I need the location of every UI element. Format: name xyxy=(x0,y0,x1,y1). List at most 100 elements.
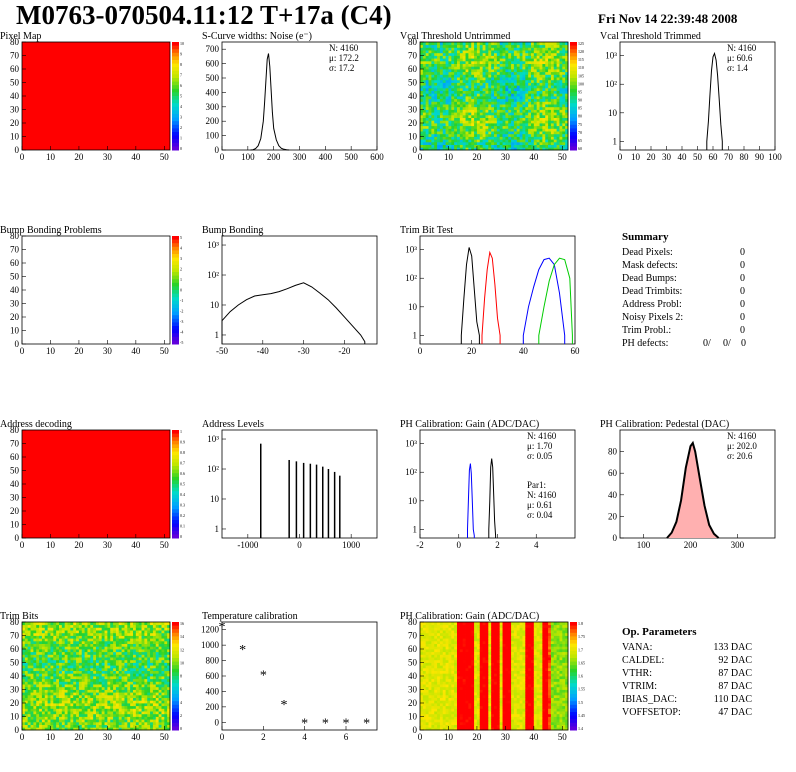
heatmap-cell xyxy=(434,66,438,70)
heatmap-cell xyxy=(431,117,435,121)
heatmap-cell xyxy=(496,141,501,145)
heatmap-cell xyxy=(465,120,469,124)
heatmap-cell xyxy=(496,63,501,67)
heatmap-cell xyxy=(90,692,94,696)
heatmap-cell xyxy=(519,106,523,110)
heatmap-cell xyxy=(87,721,91,725)
heatmap-cell xyxy=(496,74,501,78)
heatmap-cell xyxy=(445,90,449,94)
heatmap-cell xyxy=(528,98,532,102)
heatmap-cell xyxy=(502,131,506,135)
heatmap-cell xyxy=(434,640,438,644)
heatmap-cell xyxy=(420,665,424,669)
heatmap-cell xyxy=(479,58,484,62)
heatmap-cell xyxy=(465,82,469,86)
heatmap-cell xyxy=(542,139,546,143)
heatmap-cell xyxy=(144,640,148,644)
y-tick-label: 800 xyxy=(206,656,220,666)
heatmap-cell xyxy=(41,657,46,661)
heatmap-cell xyxy=(47,673,51,677)
heatmap-cell xyxy=(491,82,495,86)
heatmap-cell xyxy=(61,667,66,671)
heatmap-cell xyxy=(448,58,452,62)
heatmap-cell xyxy=(565,139,569,143)
heatmap-cell xyxy=(462,74,466,78)
heatmap-cell xyxy=(525,52,529,56)
heatmap-cell xyxy=(152,635,157,639)
heatmap-cell xyxy=(158,703,162,707)
x-tick-label: 20 xyxy=(74,540,84,550)
heatmap-cell xyxy=(150,654,154,658)
heatmap-cell xyxy=(485,114,489,118)
heatmap-cell xyxy=(115,705,120,709)
heatmap-cell xyxy=(505,90,509,94)
chart-title: Temperature calibration xyxy=(202,611,298,622)
heatmap-cell xyxy=(431,96,435,100)
heatmap-cell xyxy=(491,71,495,75)
y-tick-label: 0 xyxy=(15,339,20,349)
heatmap-cell xyxy=(488,106,492,110)
heatmap-cell xyxy=(508,123,512,127)
heatmap-cell xyxy=(96,700,100,704)
heatmap-cell xyxy=(420,643,424,647)
heatmap-cell xyxy=(422,93,427,97)
heatmap-cell xyxy=(425,136,429,140)
heatmap-cell xyxy=(127,673,131,677)
heatmap-cell xyxy=(104,686,108,690)
heatmap-cell xyxy=(30,681,34,685)
heatmap-cell xyxy=(565,141,569,145)
colorbar-cell xyxy=(172,293,179,298)
heatmap-cell xyxy=(81,711,86,715)
heatmap-cell xyxy=(422,711,427,715)
heatmap-cell xyxy=(422,681,427,685)
heatmap-cell xyxy=(502,82,506,86)
heatmap-cell xyxy=(556,77,560,81)
colorbar-tick: 125 xyxy=(578,41,584,46)
heatmap-cell xyxy=(559,123,563,127)
x-tick-label: 40 xyxy=(131,540,141,550)
heatmap-cell xyxy=(422,144,427,148)
heatmap-cell xyxy=(39,676,43,680)
heatmap-cell xyxy=(152,632,157,636)
series-line xyxy=(666,440,720,539)
heatmap-cell xyxy=(502,96,506,100)
heatmap-cell xyxy=(516,47,521,51)
colorbar-tick: 0 xyxy=(180,288,182,293)
heatmap-cell xyxy=(70,676,74,680)
heatmap-cell xyxy=(115,651,120,655)
heatmap-cell xyxy=(559,104,563,108)
heatmap-cell xyxy=(448,90,452,94)
heatmap-cell xyxy=(110,708,114,712)
heatmap-cell xyxy=(158,724,162,728)
heatmap-cell xyxy=(439,69,444,73)
heatmap-cell xyxy=(428,117,432,121)
heatmap-cell xyxy=(144,694,148,698)
heatmap-cell xyxy=(44,640,49,644)
heatmap-cell xyxy=(87,697,91,701)
heatmap-cell xyxy=(98,673,103,677)
heatmap-cell xyxy=(124,689,128,693)
heatmap-cell xyxy=(133,719,137,723)
heatmap-cell xyxy=(50,724,54,728)
heatmap-cell xyxy=(133,643,137,647)
heatmap-cell xyxy=(474,60,478,64)
heatmap-cell xyxy=(141,646,145,650)
heatmap-cell xyxy=(24,700,29,704)
heatmap-cell xyxy=(516,74,521,78)
heatmap-cell xyxy=(98,624,103,628)
heatmap-cell xyxy=(465,101,469,105)
heatmap-cell xyxy=(133,667,137,671)
heatmap-cell xyxy=(431,58,435,62)
heatmap-cell xyxy=(519,96,523,100)
heatmap-cell xyxy=(118,640,123,644)
heatmap-cell xyxy=(502,55,506,59)
heatmap-cell xyxy=(539,47,543,51)
heatmap-cell xyxy=(502,136,506,140)
heatmap-cell xyxy=(474,136,478,140)
heatmap-cell xyxy=(445,114,449,118)
heatmap-cell xyxy=(439,55,444,59)
heatmap-cell xyxy=(113,635,117,639)
heatmap-cell xyxy=(150,694,154,698)
heatmap-cell xyxy=(73,724,77,728)
heatmap-cell xyxy=(420,686,424,690)
